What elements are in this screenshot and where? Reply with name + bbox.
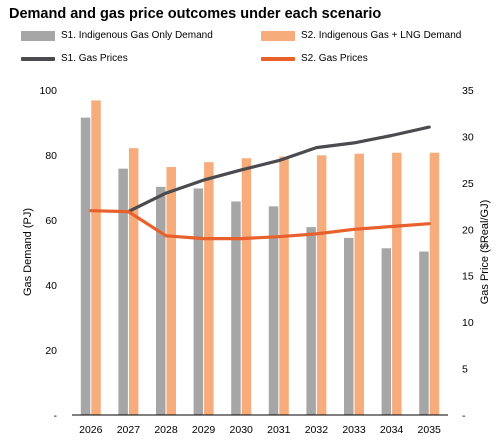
line-s2-gas-prices (89, 209, 431, 241)
bar-s2-demand-2033 (354, 153, 364, 415)
bar-s2-demand-2031 (279, 156, 289, 415)
legend-item-s1-price: S1. Gas Prices (21, 53, 128, 64)
x-tick-label: 2030 (230, 424, 254, 436)
x-tick-label: 2034 (380, 424, 404, 436)
bar-s2-demand-2027 (128, 148, 139, 416)
bar-s1-demand-2035 (419, 251, 429, 415)
x-tick-label: 2026 (79, 424, 103, 436)
x-tick-label: 2031 (267, 424, 291, 436)
bars-layer (80, 100, 440, 416)
x-tick-label: 2035 (418, 424, 442, 436)
bar-s1-demand-2028 (156, 186, 166, 415)
bar-s1-demand-2033 (344, 237, 354, 415)
bar-s1-demand-2030 (231, 201, 241, 415)
x-tick-label: 2033 (342, 424, 366, 436)
y2-tick-label: 35 (462, 85, 474, 97)
legend-label-s2-price: S2. Gas Prices (301, 53, 368, 64)
legend-label-s1-price: S1. Gas Prices (61, 53, 128, 64)
bar-s2-demand-2034 (392, 152, 402, 415)
legend-label-s1-demand: S1. Indigenous Gas Only Demand (61, 30, 213, 41)
x-tick-label: 2027 (117, 424, 141, 436)
bar-s2-demand-2032 (316, 155, 327, 415)
y2-tick-label: 5 (462, 364, 468, 376)
x-tick-label: 2032 (305, 424, 329, 436)
bar-s2-demand-2030 (241, 158, 252, 415)
x-tick-label: 2029 (192, 424, 216, 436)
bar-s2-demand-2035 (429, 152, 440, 415)
bar-s2-demand-2026 (91, 100, 101, 416)
bar-s2-demand-2028 (166, 167, 176, 415)
line-s1-gas-prices (126, 125, 431, 214)
x-tick-label: 2028 (154, 424, 178, 436)
y2-tick-label: 15 (462, 271, 474, 283)
legend: S1. Indigenous Gas Only Demand S2. Indig… (0, 0, 498, 80)
bar-s1-demand-2027 (118, 168, 128, 415)
bar-s1-demand-2032 (306, 227, 316, 415)
bar-s2-demand-2029 (204, 162, 214, 415)
y-tick-label: 100 (39, 85, 57, 97)
y-tick-label: - (54, 410, 58, 422)
bar-s1-demand-2031 (268, 206, 279, 415)
bar-s1-demand-2029 (193, 188, 204, 415)
y2-tick-label: 25 (462, 178, 474, 190)
lines-layer (89, 125, 431, 241)
y-axis-title: Gas Demand (PJ) (22, 208, 34, 296)
legend-item-s1-demand: S1. Indigenous Gas Only Demand (21, 30, 213, 41)
bar-s1-demand-2026 (80, 117, 91, 415)
y-tick-label: 40 (45, 280, 57, 292)
legend-item-s2-demand: S2. Indigenous Gas + LNG Demand (261, 30, 461, 41)
legend-swatch-s1-demand (21, 30, 55, 41)
y2-tick-label: - (462, 410, 466, 422)
y2-axis-title: Gas Price ($Real/GJ) (479, 200, 491, 305)
legend-item-s2-price: S2. Gas Prices (261, 53, 368, 64)
legend-label-s2-demand: S2. Indigenous Gas + LNG Demand (301, 30, 462, 41)
axes-layer: - 20 40 60 80 100 - 5 10 15 20 25 30 35 2026 2027 2028 20… (39, 85, 473, 436)
chart-title: Demand and gas price outcomes under each… (9, 6, 382, 22)
y2-tick-label: 30 (462, 131, 474, 143)
y2-tick-label: 10 (462, 317, 474, 329)
bar-s1-demand-2034 (381, 248, 392, 415)
y2-tick-label: 20 (462, 224, 474, 236)
y-tick-label: 20 (45, 345, 57, 357)
legend-swatch-s2-demand (261, 30, 295, 41)
y-tick-label: 80 (45, 150, 57, 162)
legend-swatch-s1-price (21, 56, 55, 61)
legend-swatch-s2-price (261, 56, 295, 61)
y-tick-label: 60 (45, 215, 57, 227)
